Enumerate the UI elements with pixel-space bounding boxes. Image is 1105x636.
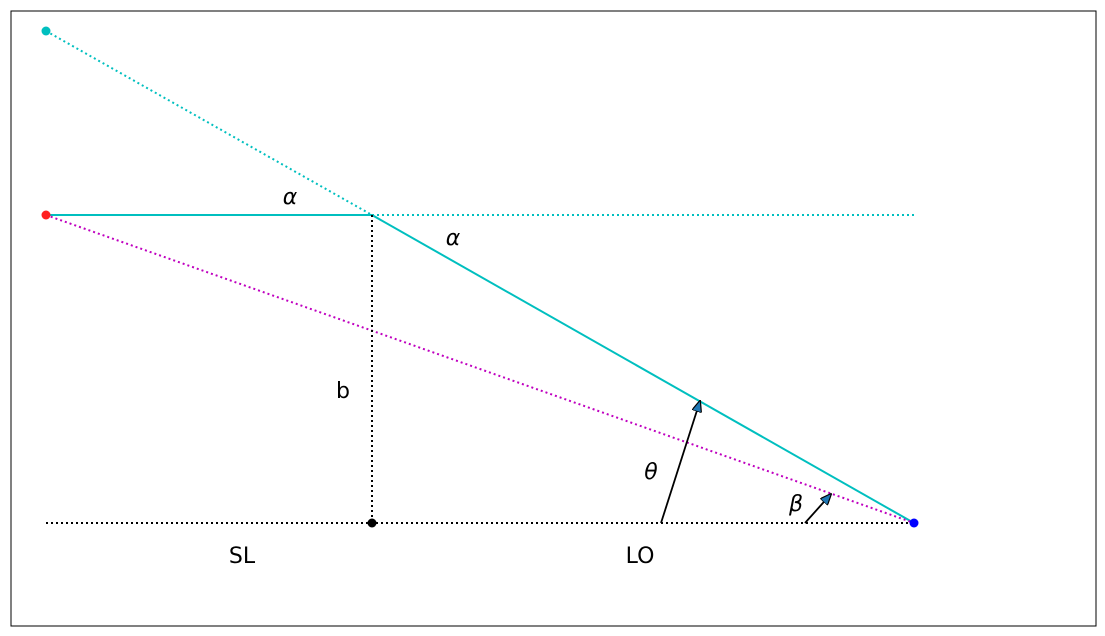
sl-label: SL xyxy=(229,544,256,569)
cyan-dotted-extension xyxy=(45,30,373,216)
red-point xyxy=(41,210,51,220)
alpha-label: α xyxy=(446,226,461,251)
beta-arrow xyxy=(804,494,831,524)
beta-label: β xyxy=(788,492,803,517)
alpha-label: α xyxy=(283,185,298,210)
theta-arrow xyxy=(660,401,700,524)
b-label: b xyxy=(336,379,350,404)
frame xyxy=(10,10,1097,627)
cyan-slope xyxy=(371,214,915,524)
lo-label: LO xyxy=(626,544,655,569)
blue-point xyxy=(909,518,919,528)
magenta-dotted xyxy=(45,214,915,524)
black-point xyxy=(367,518,377,528)
cyan-point xyxy=(41,26,51,36)
theta-label: θ xyxy=(644,460,658,485)
